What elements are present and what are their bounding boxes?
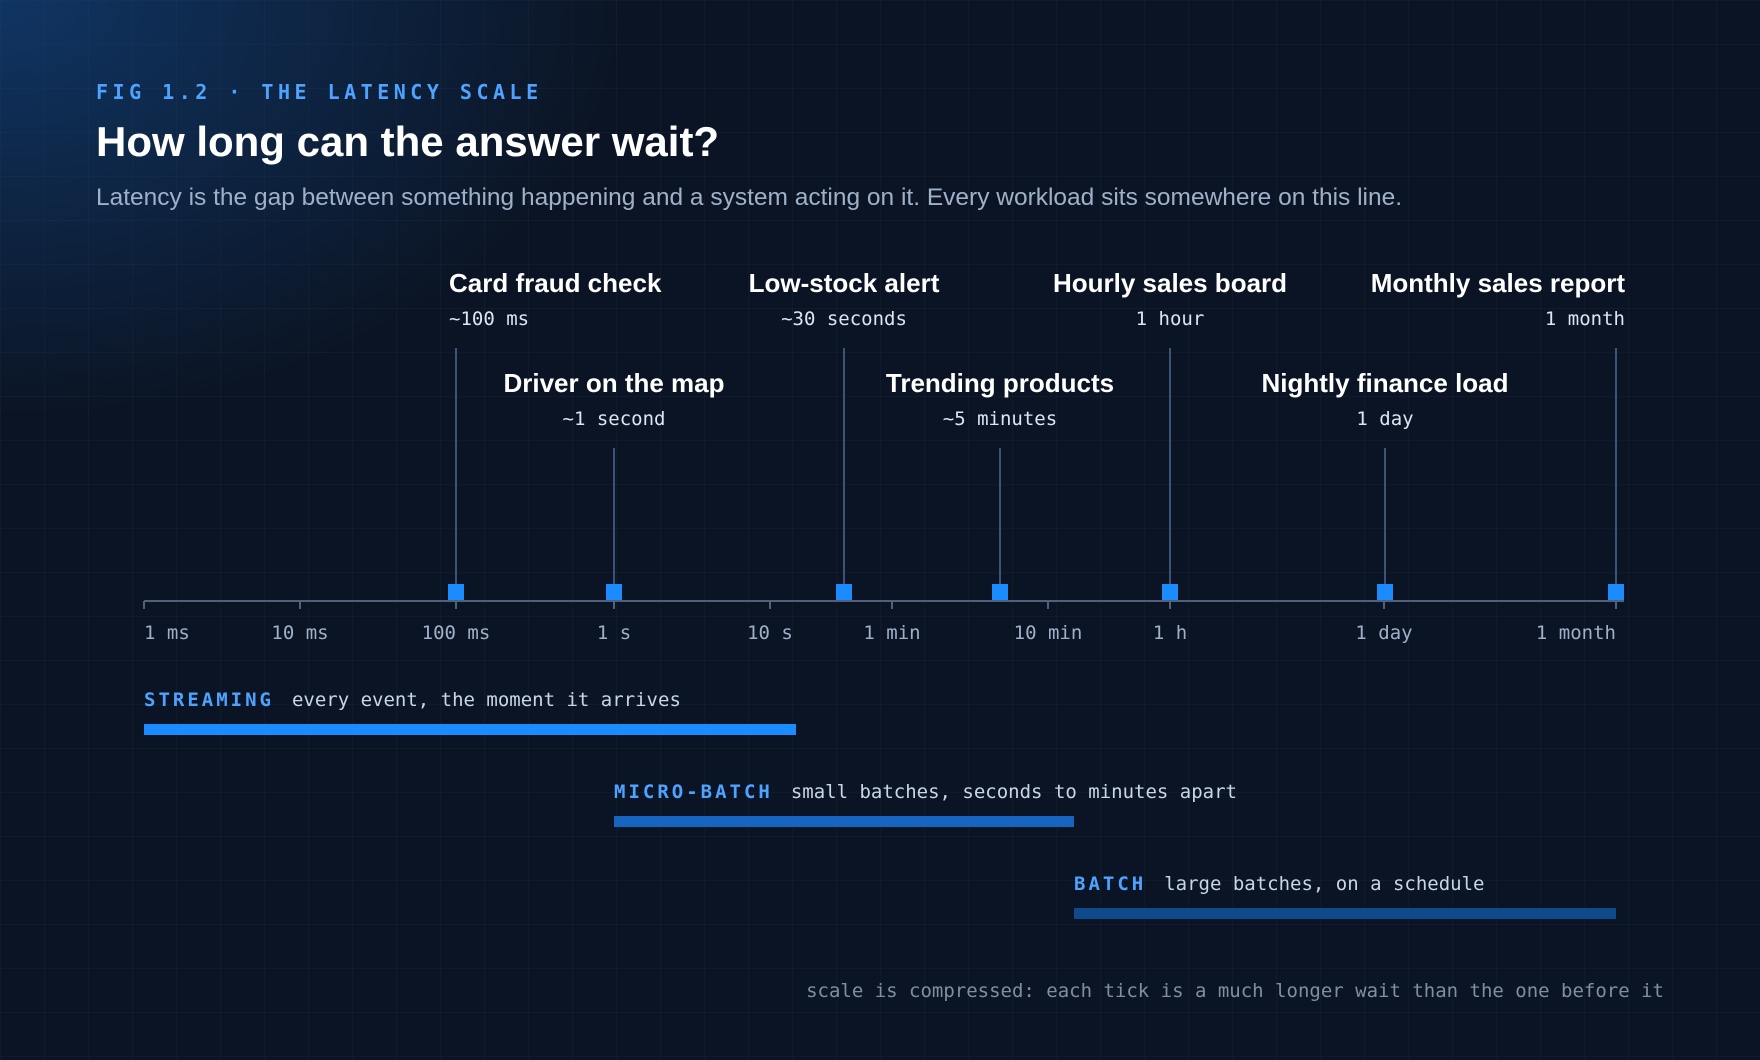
axis-tick-label: 10 s bbox=[747, 622, 793, 644]
workload-latency: ~1 second bbox=[563, 408, 666, 430]
workload-latency: ~5 minutes bbox=[943, 408, 1057, 430]
band-description: large batches, on a schedule bbox=[1164, 873, 1484, 895]
axis-tick-label: 1 ms bbox=[144, 622, 190, 644]
band-description: small batches, seconds to minutes apart bbox=[791, 781, 1237, 803]
page-title: How long can the answer wait? bbox=[96, 118, 720, 165]
axis-tick-label: 1 s bbox=[597, 622, 631, 644]
band-description: every event, the moment it arrives bbox=[292, 689, 681, 711]
workload-name: Low-stock alert bbox=[749, 268, 940, 298]
workload-marker bbox=[606, 584, 622, 600]
workload-name: Hourly sales board bbox=[1053, 268, 1287, 298]
band-bar bbox=[614, 816, 1074, 827]
workload-name: Trending products bbox=[886, 368, 1114, 398]
workload-latency: 1 day bbox=[1356, 408, 1413, 430]
band-bar bbox=[1074, 908, 1616, 919]
workload-name: Nightly finance load bbox=[1261, 368, 1508, 398]
axis-tick-label: 10 min bbox=[1014, 622, 1083, 644]
workload-latency: ~30 seconds bbox=[781, 308, 907, 330]
axis-tick-label: 1 min bbox=[863, 622, 920, 644]
workload-marker bbox=[1608, 584, 1624, 600]
workload-latency: 1 month bbox=[1545, 308, 1625, 330]
workload-name: Driver on the map bbox=[503, 368, 724, 398]
band-label: STREAMING bbox=[144, 689, 274, 711]
workload-marker bbox=[1162, 584, 1178, 600]
workload-marker bbox=[836, 584, 852, 600]
axis-tick-label: 10 ms bbox=[271, 622, 328, 644]
workload-latency: ~100 ms bbox=[449, 308, 529, 330]
workload-marker bbox=[992, 584, 1008, 600]
axis-tick-label: 1 h bbox=[1153, 622, 1187, 644]
figure-label: FIG 1.2 · THE LATENCY SCALE bbox=[96, 80, 543, 104]
band-bar bbox=[144, 724, 796, 735]
band-label: MICRO-BATCH bbox=[614, 781, 773, 803]
workload-name: Monthly sales report bbox=[1371, 268, 1626, 298]
axis-tick-label: 1 month bbox=[1536, 622, 1616, 644]
workload-name: Card fraud check bbox=[449, 268, 662, 298]
workload-marker bbox=[448, 584, 464, 600]
footnote: scale is compressed: each tick is a much… bbox=[806, 980, 1664, 1002]
axis-tick-label: 1 day bbox=[1355, 622, 1412, 644]
workload-latency: 1 hour bbox=[1136, 308, 1205, 330]
page-subtitle: Latency is the gap between something hap… bbox=[96, 184, 1403, 211]
axis-tick-label: 100 ms bbox=[422, 622, 491, 644]
band-label: BATCH bbox=[1074, 873, 1146, 895]
workload-marker bbox=[1377, 584, 1393, 600]
